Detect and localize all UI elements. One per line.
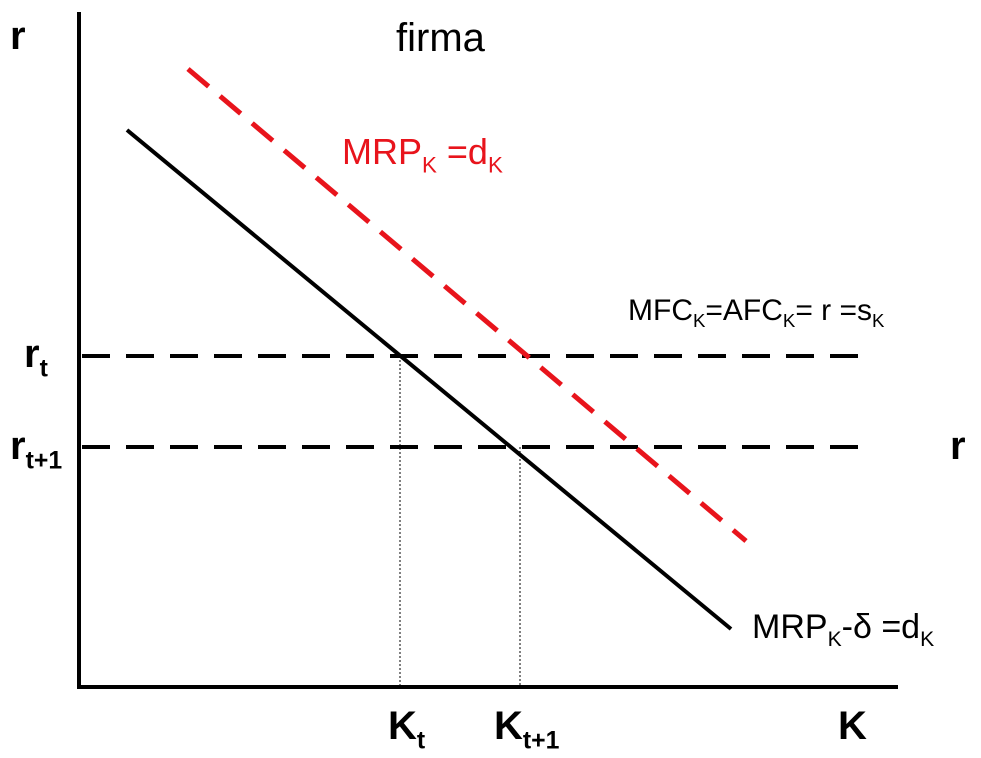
x-axis-label: K [838, 704, 867, 748]
capital-label-kt1: Kt+1 [494, 704, 560, 755]
y-axis-label: r [10, 14, 26, 58]
capital-label-kt: Kt [388, 704, 426, 755]
diagram-title: firma [396, 16, 485, 60]
right-r-label: r [950, 424, 966, 468]
demand-red-label: MRPK =dK [342, 131, 503, 178]
rate-label-rt: rt [24, 332, 48, 383]
supply-label: MFCK=AFCK= r =sK [628, 294, 885, 332]
rate-label-rt1: rt+1 [10, 424, 63, 475]
demand-curve-black [125, 128, 733, 631]
demand-black-label: MRPK-δ =dK [752, 608, 935, 651]
demand-curve-red [186, 67, 748, 543]
